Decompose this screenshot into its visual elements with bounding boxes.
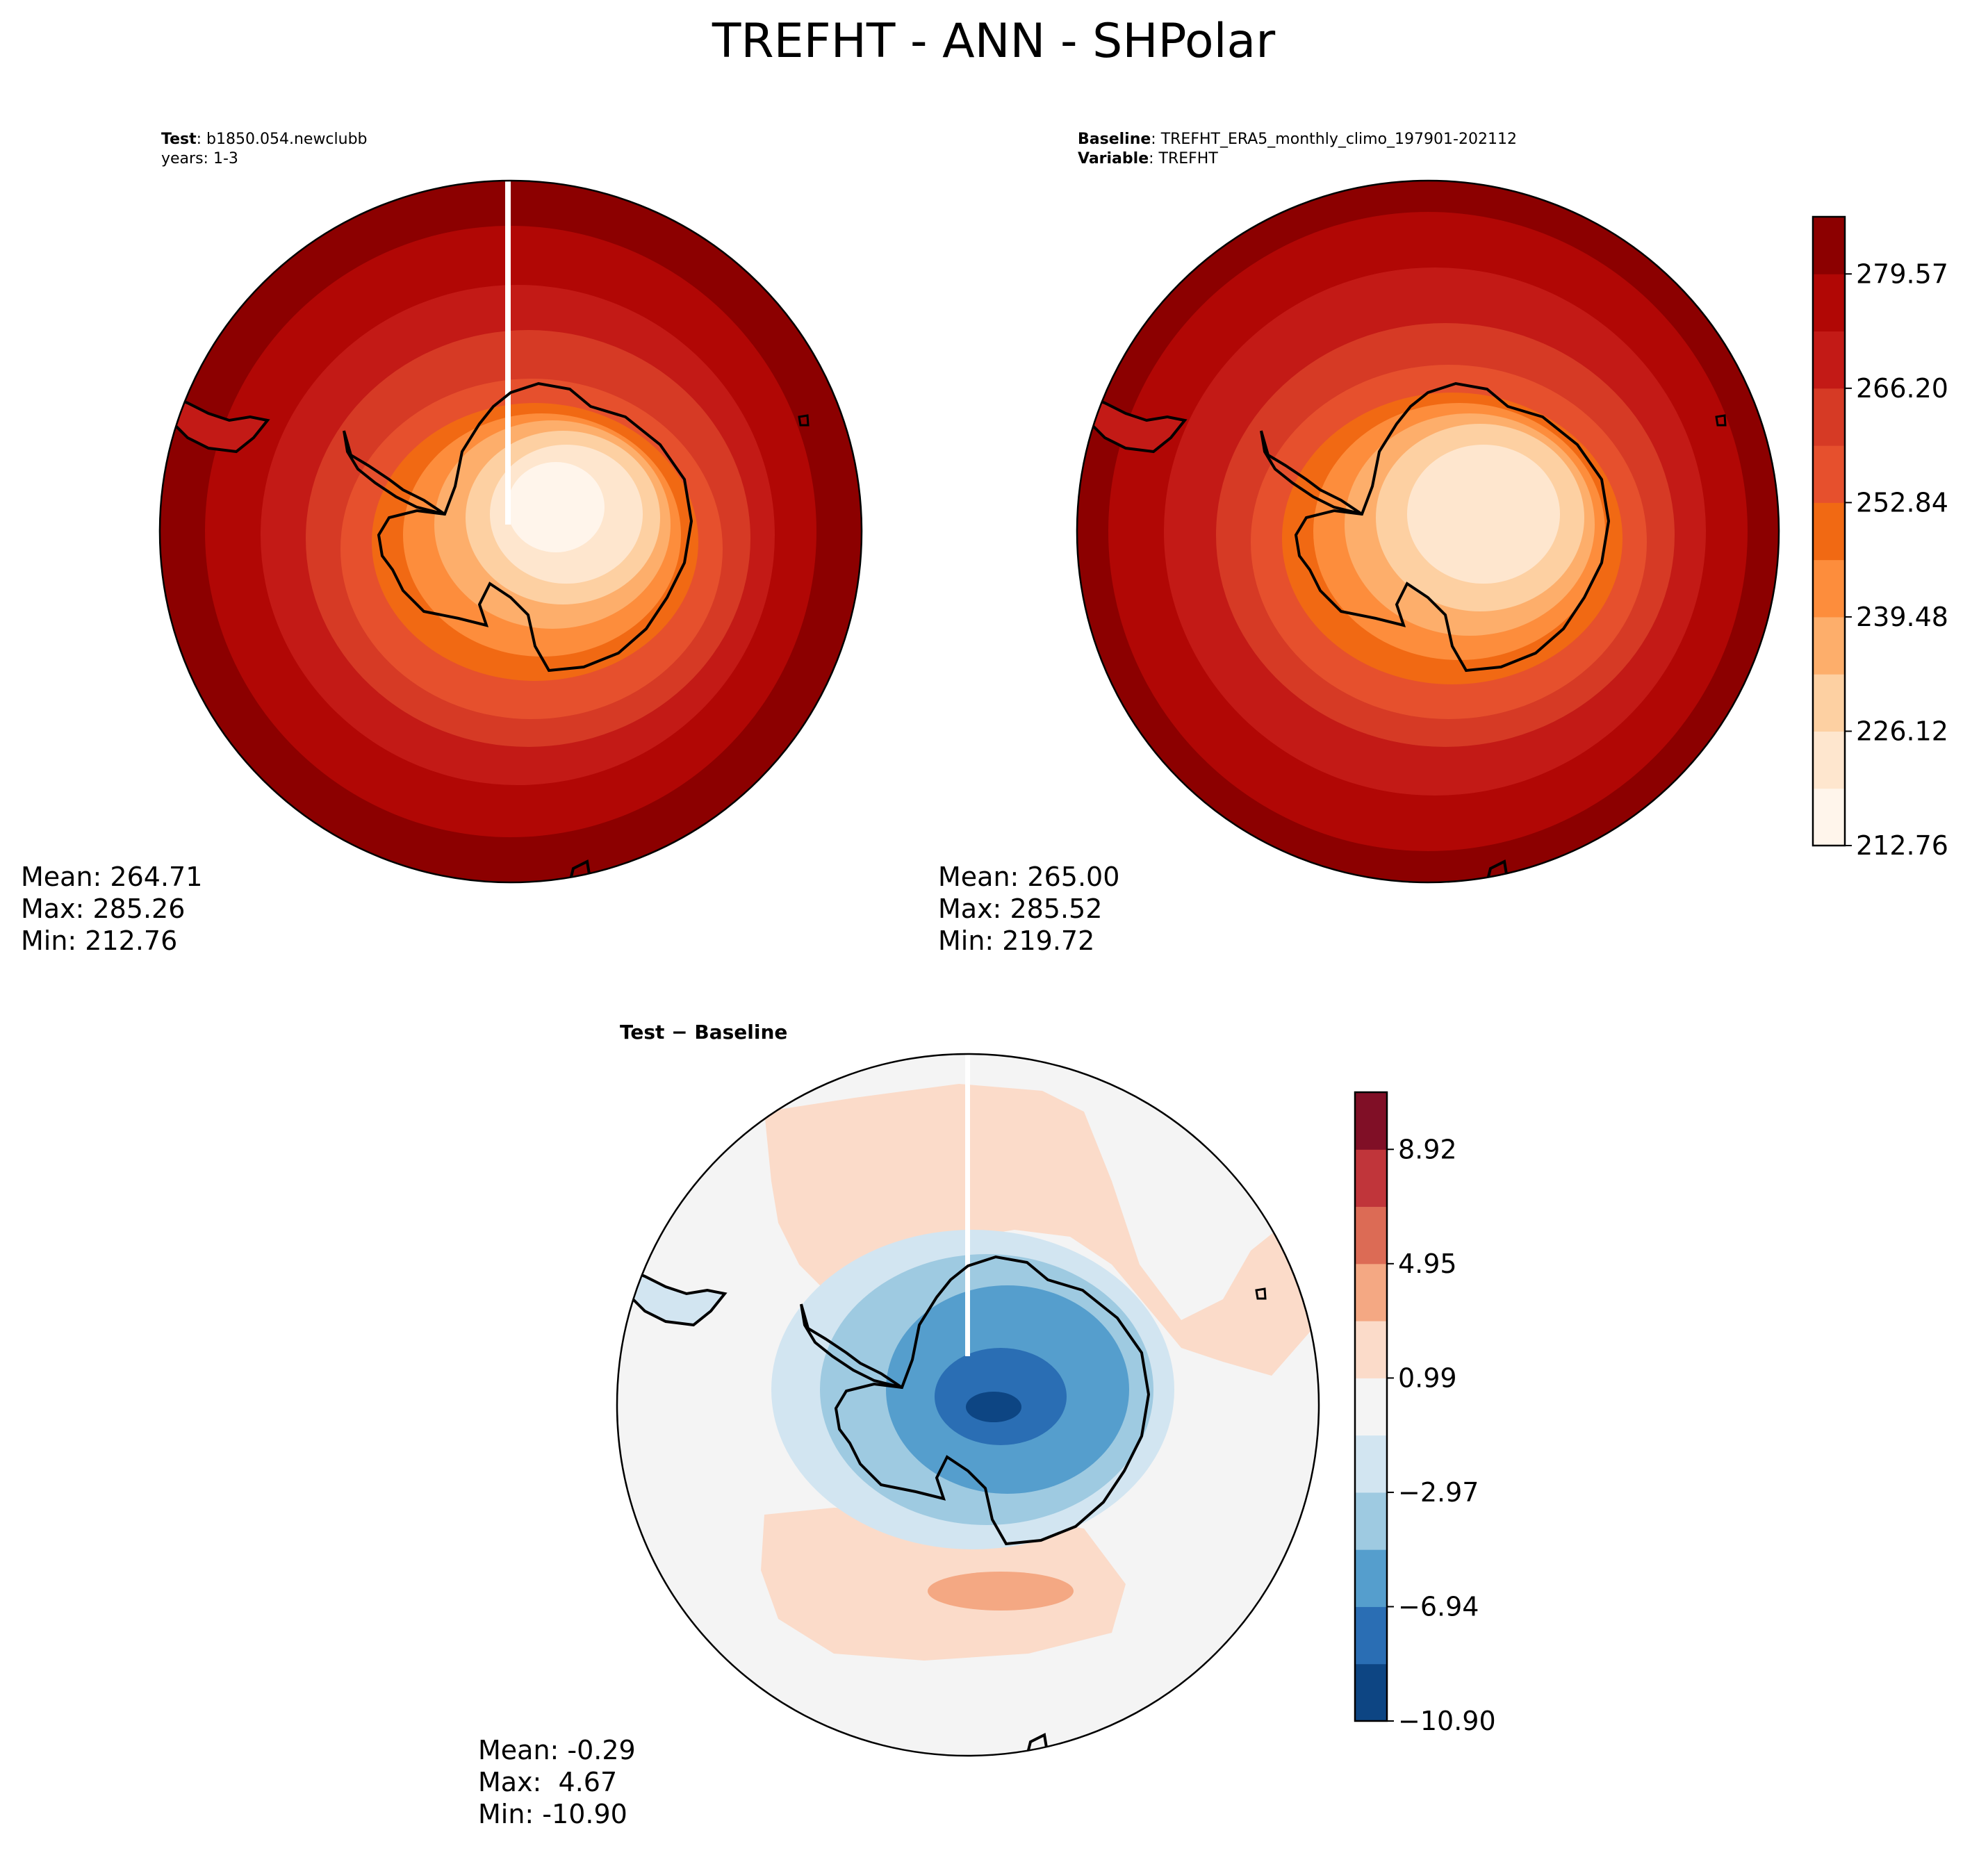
temp-colorbar-tick-label: 212.76	[1856, 830, 1948, 861]
test-label-value: : b1850.054.newclubb	[197, 131, 368, 148]
diff-colorbar-tick-label: 8.92	[1398, 1134, 1457, 1164]
diff-colorbar-cell	[1355, 1549, 1387, 1607]
test-label: Test: b1850.054.newclubb	[161, 131, 368, 148]
baseline-map-boundary	[1076, 179, 1780, 884]
diff-antarctica-outline	[834, 1255, 1151, 1546]
diff-peninsula-outline	[800, 1303, 903, 1389]
baseline-stat-max: Max: 285.52	[938, 893, 1102, 924]
diff-colorbar-tick-label: 0.99	[1398, 1362, 1457, 1393]
temp-colorbar-cell	[1813, 616, 1845, 675]
diff-colorbar-frame	[1354, 1091, 1388, 1722]
diff-colorbar-tick-label: −10.90	[1398, 1706, 1496, 1736]
temp-colorbar-cell	[1813, 274, 1845, 332]
diff-colorbar: −10.90 −6.94 −2.97 0.99 4.95 8.92	[1354, 1091, 1496, 1736]
temp-colorbar-tick-label: 226.12	[1856, 716, 1948, 746]
baseline-panel: Baseline: TREFHT_ERA5_monthly_climo_1979…	[938, 131, 1948, 956]
temp-colorbar-cell	[1813, 559, 1845, 618]
diff-colorbar-cell	[1355, 1263, 1387, 1321]
baseline-stat-min: Min: 219.72	[938, 925, 1094, 956]
diff-colorbar-tick-label: 4.95	[1398, 1249, 1457, 1279]
temp-colorbar-tick-label: 266.20	[1856, 373, 1948, 404]
test-map	[160, 181, 862, 882]
test-stat-mean: Mean: 264.71	[21, 862, 202, 892]
diff-stat-min: Min: -10.90	[478, 1799, 627, 1829]
temp-colorbar-tick-label: 239.48	[1856, 602, 1948, 632]
baseline-stat-mean: Mean: 265.00	[938, 862, 1119, 892]
temp-colorbar-cell	[1813, 388, 1845, 446]
figure-title: TREFHT - ANN - SHPolar	[712, 14, 1275, 69]
temp-colorbar-cell	[1813, 331, 1845, 389]
baseline-map	[1077, 181, 1779, 882]
baseline-label-value: : TREFHT_ERA5_monthly_climo_197901-20211…	[1151, 131, 1517, 148]
diff-colorbar-cell	[1355, 1378, 1387, 1436]
diff-map-boundary	[616, 1053, 1320, 1757]
diff-stat-max: Max: 4.67	[478, 1767, 617, 1797]
temp-colorbar-cell	[1813, 674, 1845, 732]
diff-colorbar-tick-label: −2.97	[1398, 1477, 1479, 1508]
diff-colorbar-tick-label: −6.94	[1398, 1591, 1479, 1622]
temp-colorbar-cell	[1813, 788, 1845, 846]
diff-panel: Test − Baseline Mean: -0.29 Max: 4.67 Mi…	[478, 1021, 1496, 1829]
diff-colorbar-cell	[1355, 1149, 1387, 1208]
test-years: years: 1-3	[161, 150, 238, 167]
baseline-label: Baseline: TREFHT_ERA5_monthly_climo_1979…	[1078, 131, 1517, 148]
diff-south-america-outline	[625, 1267, 728, 1327]
temp-colorbar-cell	[1813, 731, 1845, 789]
test-stat-min: Min: 212.76	[21, 925, 177, 956]
baseline-label-bold: Baseline	[1078, 131, 1151, 148]
diff-colorbar-cell	[1355, 1606, 1387, 1665]
diff-colorbar-cell	[1355, 1206, 1387, 1265]
diff-colorbar-cell	[1355, 1092, 1387, 1150]
diff-title: Test − Baseline	[620, 1021, 787, 1044]
variable-label-bold: Variable	[1078, 150, 1149, 167]
test-map-boundary	[158, 179, 863, 884]
test-south-america-outline	[168, 393, 270, 454]
test-label-bold: Test	[161, 131, 197, 148]
diff-colorbar-cell	[1355, 1435, 1387, 1493]
temp-colorbar-tick-label: 279.57	[1856, 258, 1948, 289]
baseline-peninsula-outline	[1260, 430, 1363, 516]
temp-colorbar: 212.76 226.12 239.48 252.84 266.20 279.57	[1812, 215, 1948, 861]
diff-colorbar-cell	[1355, 1492, 1387, 1550]
temp-colorbar-cell	[1813, 445, 1845, 503]
temp-colorbar-cell	[1813, 502, 1845, 561]
diff-colorbar-cell	[1355, 1663, 1387, 1722]
temp-colorbar-frame	[1812, 215, 1846, 847]
temp-colorbar-tick-label: 252.84	[1856, 487, 1948, 518]
diff-stat-mean: Mean: -0.29	[478, 1735, 636, 1765]
temp-colorbar-cell	[1813, 217, 1845, 274]
diff-colorbar-cell	[1355, 1321, 1387, 1378]
test-stat-max: Max: 285.26	[21, 893, 185, 924]
diff-map	[617, 1054, 1319, 1756]
test-panel: Test: b1850.054.newclubb years: 1-3 M	[21, 131, 863, 956]
test-antarctica-outline	[377, 381, 693, 673]
baseline-antarctica-outline	[1294, 381, 1611, 673]
test-peninsula-outline	[343, 430, 446, 516]
baseline-south-america-outline	[1085, 393, 1188, 454]
variable-label-value: : TREFHT	[1149, 150, 1218, 167]
variable-label: Variable: TREFHT	[1078, 150, 1218, 167]
